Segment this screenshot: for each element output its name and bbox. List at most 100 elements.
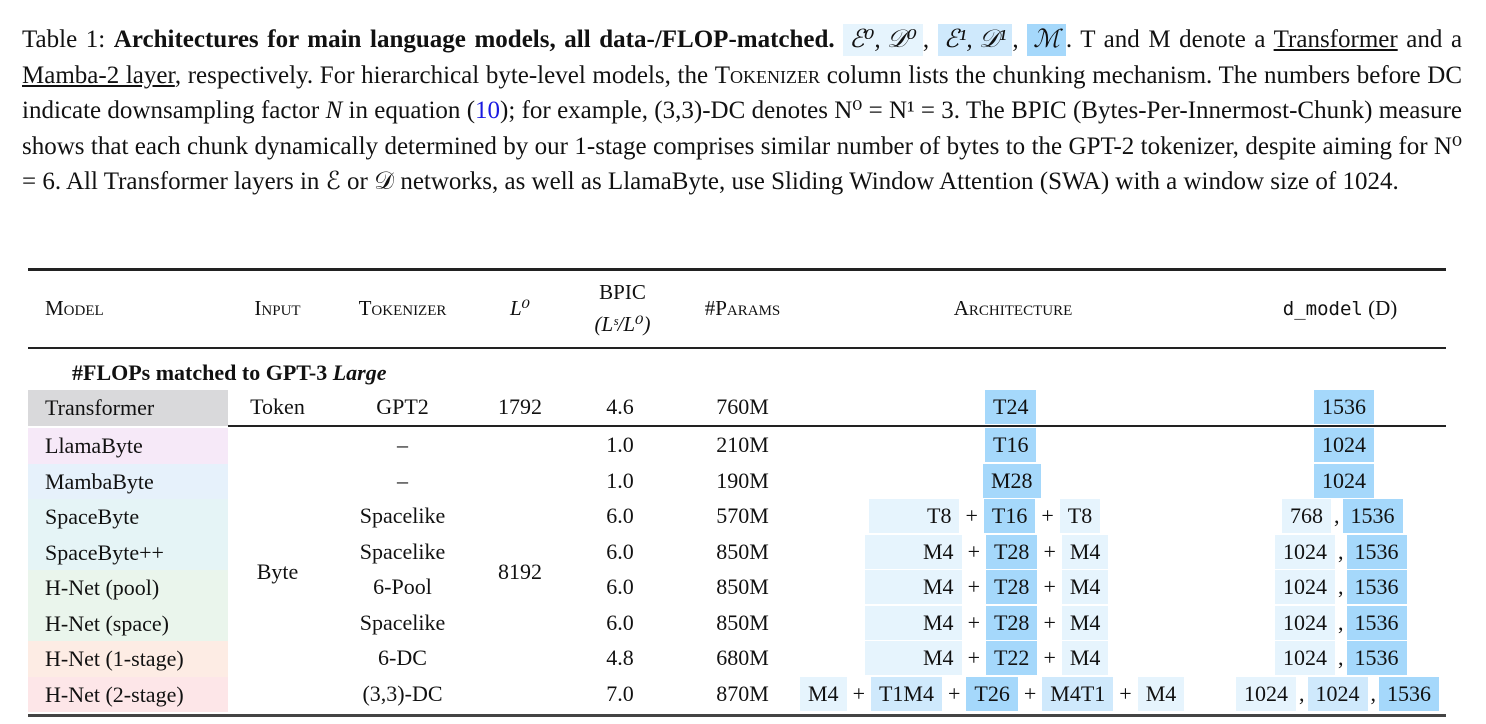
header-architecture: Architecture — [953, 296, 1073, 320]
dmodel-stage0: 1024 — [1236, 677, 1296, 711]
dmodel-cell: 1024 — [1314, 464, 1374, 498]
arch-stage0: M4 — [865, 606, 962, 640]
arch-main: T28 — [985, 606, 1038, 640]
dmodel-cell: 1024, 1024, 1536 — [1236, 677, 1439, 711]
caption-label: Table 1: — [22, 26, 106, 53]
model-cell-hnet-1stage: H-Net (1-stage) — [28, 641, 228, 677]
header-tokenizer: Tokenizer — [358, 296, 447, 320]
tokenizer-cell: Spacelike — [359, 503, 446, 528]
arch-main: T24 — [985, 390, 1037, 424]
params-cell: 850M — [716, 574, 769, 599]
arch-cell: M4 + T22 + M4 — [865, 641, 1109, 675]
arch-main: T26 — [966, 677, 1018, 711]
dmodel-cell: 1536 — [1314, 390, 1374, 424]
arch-main: T28 — [985, 570, 1038, 604]
bpic-cell: 1.0 — [606, 468, 634, 493]
header-dmodel: d_model (D) — [1260, 296, 1420, 321]
bpic-cell: 6.0 — [606, 610, 634, 635]
dmodel-main: 1536 — [1346, 535, 1407, 569]
caption-tokenizer: Tokenizer — [714, 61, 821, 89]
equation-link[interactable]: 10 — [475, 97, 501, 124]
arch-stage0: M4 — [865, 641, 962, 675]
dmodel-main: 1024 — [1314, 428, 1374, 462]
dmodel-cell: 1024 — [1314, 428, 1374, 462]
bpic-cell: 6.0 — [606, 539, 634, 564]
model-cell-transformer: Transformer — [28, 390, 228, 426]
header-dmodel-code: d_model — [1282, 298, 1363, 320]
arch-main: T28 — [985, 535, 1038, 569]
l0-shared-cell: 8192 — [498, 559, 542, 584]
legend-main: ℳ — [1027, 24, 1066, 56]
bpic-cell: 1.0 — [606, 432, 634, 457]
header-dmodel-suffix: (D) — [1362, 296, 1398, 320]
arch-cell: T24 — [985, 390, 1037, 424]
model-cell-spacebyte: SpaceByte — [28, 499, 228, 535]
model-cell-mambabyte: MambaByte — [28, 463, 228, 499]
caption-transformer: Transformer — [1273, 26, 1398, 53]
section-title-text: #FLOPs matched to GPT-3 — [72, 360, 328, 385]
arch-stage0: T8 — [1059, 499, 1101, 533]
tokenizer-cell: – — [397, 432, 408, 457]
arch-stage0: M4 — [1061, 535, 1109, 569]
dmodel-cell: 1024, 1536 — [1275, 641, 1407, 675]
arch-stage0: M4 — [1061, 570, 1109, 604]
legend-stage0: ℰ⁰, 𝒟⁰ — [843, 24, 923, 56]
arch-stage0: T8 — [869, 499, 960, 533]
dmodel-stage1: 1024 — [1307, 677, 1368, 711]
arch-stage0: M4 — [1137, 677, 1185, 711]
header-params: #Params — [704, 296, 781, 320]
caption-text: and a — [1397, 26, 1463, 53]
dmodel-stage0: 1024 — [1275, 606, 1335, 640]
params-cell: 760M — [716, 394, 769, 419]
header-input: Input — [254, 296, 301, 320]
bpic-cell: 7.0 — [606, 681, 634, 706]
arch-main: M28 — [983, 464, 1041, 498]
arch-cell: M4 + T28 + M4 — [865, 606, 1109, 640]
params-cell: 570M — [716, 503, 769, 528]
dmodel-cell: 1024, 1536 — [1275, 570, 1407, 604]
tokenizer-cell: (3,3)-DC — [362, 681, 443, 706]
caption-text: . T and M denote a — [1065, 26, 1274, 53]
params-cell: 210M — [716, 432, 769, 457]
dmodel-stage0: 1024 — [1275, 641, 1335, 675]
arch-cell: T16 — [985, 428, 1037, 462]
dmodel-main: 1536 — [1346, 606, 1407, 640]
dmodel-main: 1536 — [1379, 677, 1439, 711]
arch-main: T16 — [985, 428, 1037, 462]
bottom-rule — [28, 714, 1446, 717]
caption-text: column lists the chunking mechanism. The… — [22, 61, 1463, 125]
header-bpic: BPIC — [599, 280, 646, 304]
header-model: Model — [45, 296, 104, 320]
top-rule — [28, 268, 1446, 271]
bpic-cell: 6.0 — [606, 503, 634, 528]
dmodel-stage0: 1024 — [1275, 570, 1335, 604]
arch-stage1: T1M4 — [870, 677, 942, 711]
model-cell-hnet-pool: H-Net (pool) — [28, 570, 228, 606]
model-cell-llamabyte: LlamaByte — [28, 428, 228, 464]
dmodel-cell: 1024, 1536 — [1275, 606, 1407, 640]
arch-cell: M4 + T28 + M4 — [865, 570, 1109, 604]
tokenizer-cell: Spacelike — [359, 539, 446, 564]
bpic-cell: 4.8 — [606, 645, 634, 670]
arch-stage0: M4 — [865, 535, 962, 569]
params-cell: 190M — [716, 468, 769, 493]
arch-stage1: M4T1 — [1042, 677, 1114, 711]
params-cell: 850M — [716, 610, 769, 635]
dmodel-stage0: 1024 — [1275, 535, 1335, 569]
arch-stage0: M4 — [800, 677, 847, 711]
input-cell: Token — [250, 394, 305, 419]
dmodel-cell: 1024, 1536 — [1275, 535, 1407, 569]
arch-cell: M28 — [983, 464, 1041, 498]
caption-text: , respectively. For hierarchical byte-le… — [174, 61, 715, 89]
section-title: #FLOPs matched to GPT-3 Large — [72, 356, 387, 390]
l0-cell: 1792 — [498, 394, 542, 419]
header-l0: L⁰ — [509, 296, 531, 320]
dmodel-main: 1024 — [1314, 464, 1374, 498]
bpic-cell: 6.0 — [606, 574, 634, 599]
dmodel-main: 1536 — [1346, 570, 1407, 604]
caption-mamba: Mamba-2 layer — [22, 61, 175, 89]
table-caption: Table 1: Architectures for main language… — [22, 24, 1463, 195]
arch-cell: M4 + T1M4 + T26 + M4T1 + M4 — [800, 677, 1185, 711]
tokenizer-cell: 6-DC — [378, 645, 427, 670]
section-title-italic: Large — [332, 360, 387, 385]
